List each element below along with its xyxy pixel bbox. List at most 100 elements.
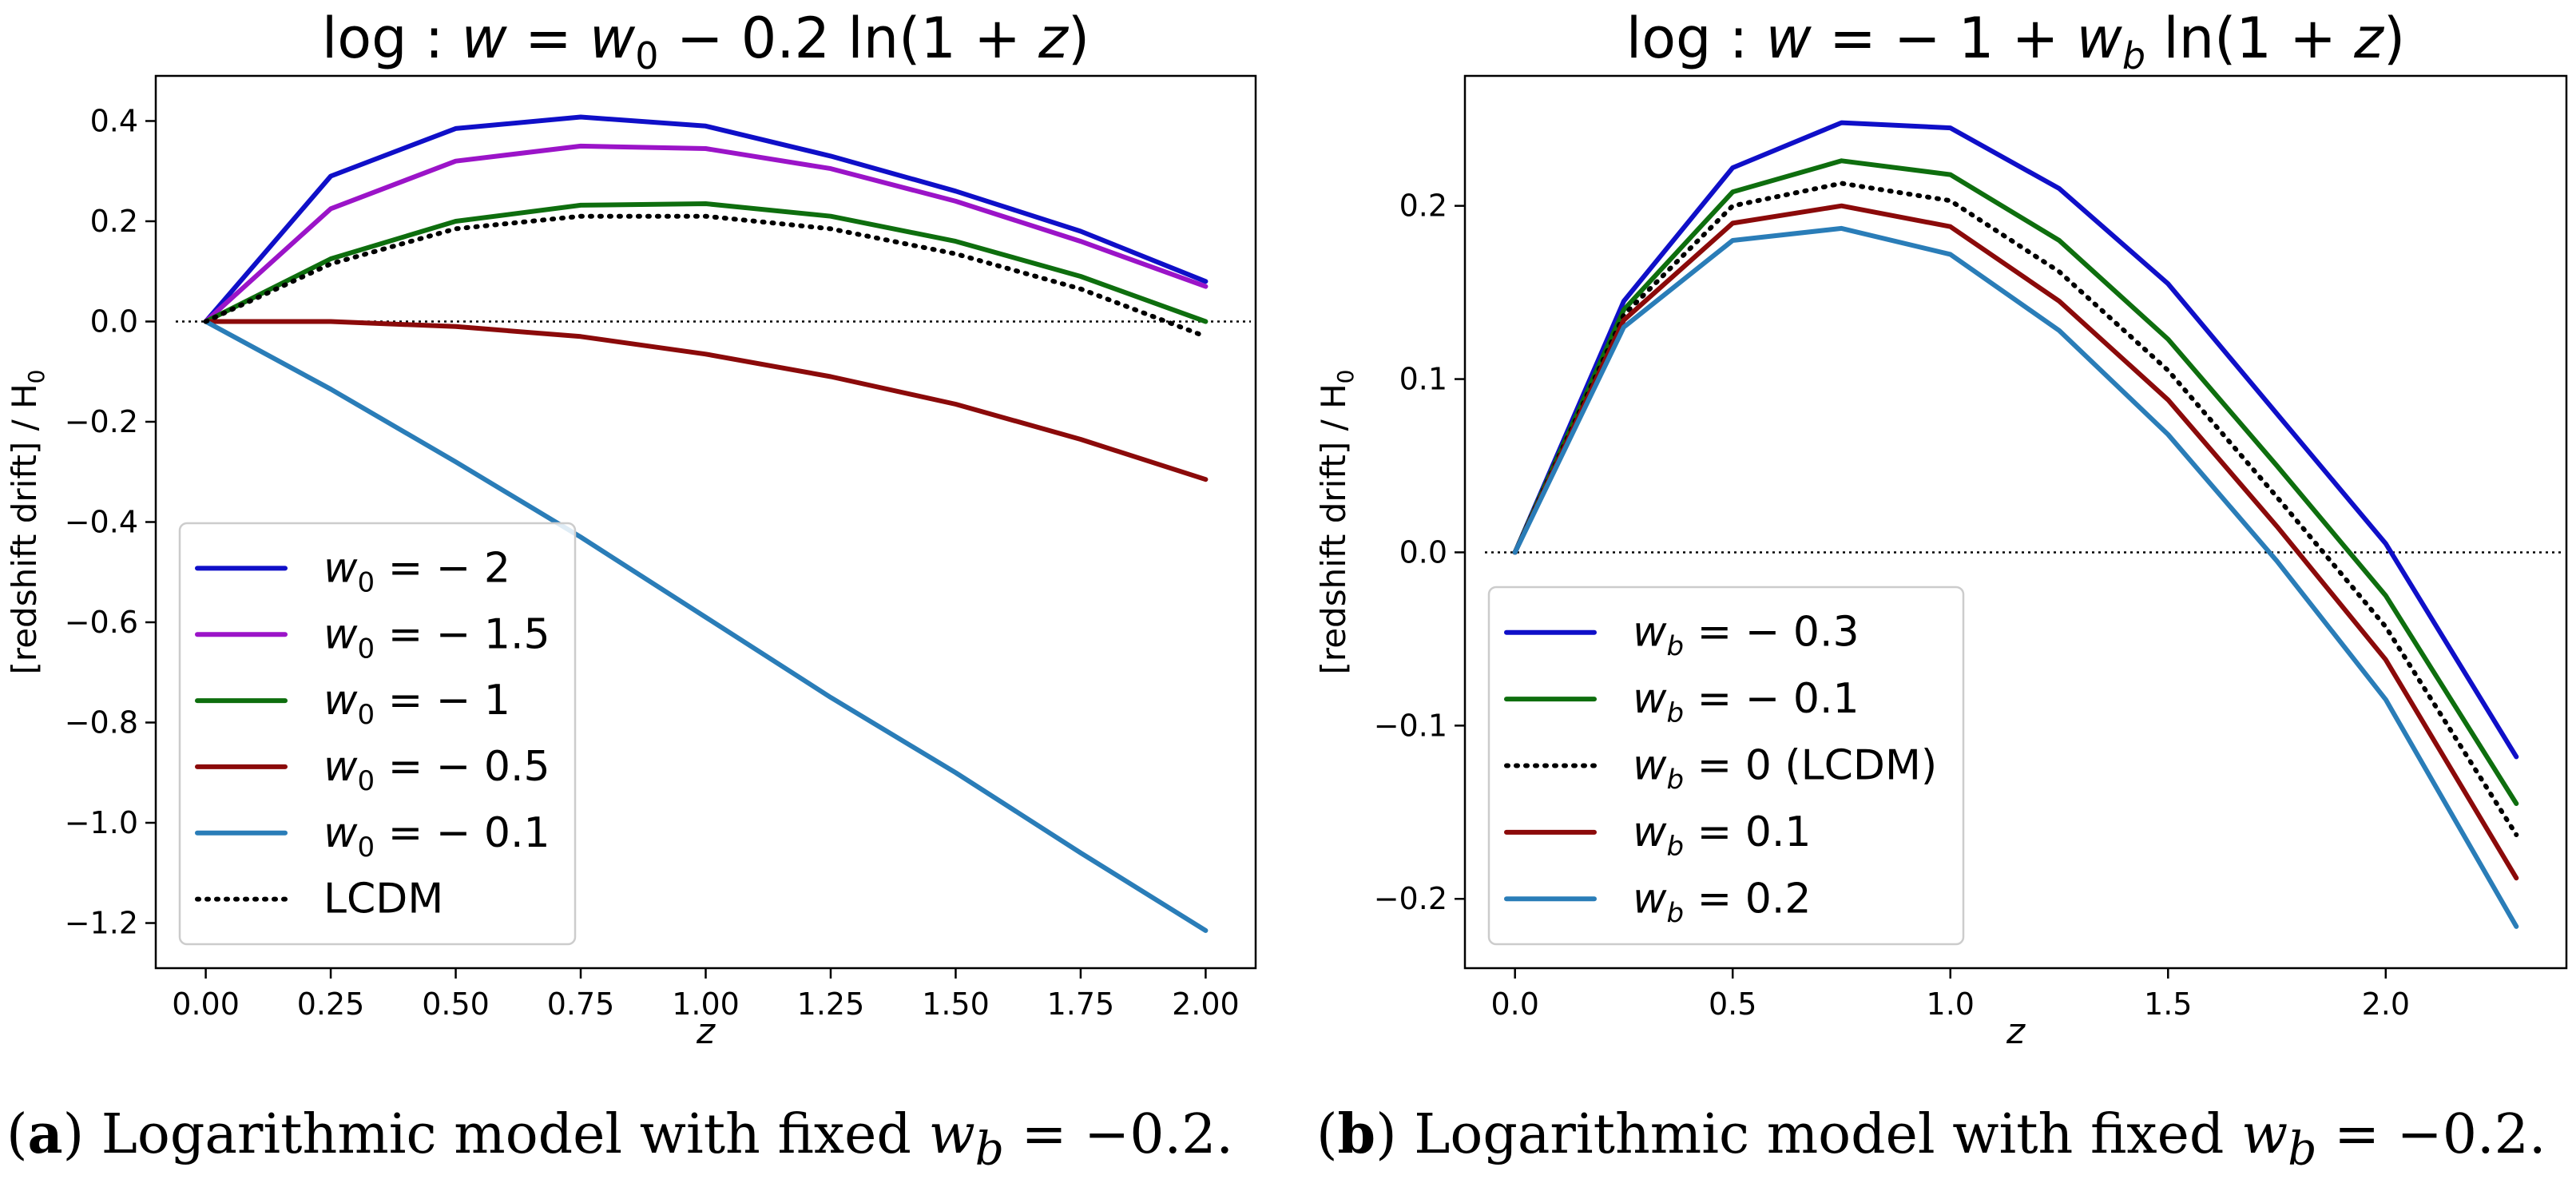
chart-a-xtick-label-0: 0.00 xyxy=(172,987,240,1022)
chart-b-legend-sym-0: w xyxy=(1633,609,1667,657)
chart-a-legend-sub-3: 0 xyxy=(358,765,375,797)
chart-b-ytick-label-1: −0.1 xyxy=(1374,708,1447,743)
chart-b-legend-sym-3: w xyxy=(1633,808,1667,856)
chart-b-legend-sub-2: b xyxy=(1667,764,1685,796)
chart-b-series-2 xyxy=(1512,181,2519,837)
chart-a-legend-sub-0: 0 xyxy=(358,566,375,598)
chart-a-ytick-label-5: −0.2 xyxy=(65,404,138,439)
chart-a-ylabel: [redshift drift] / H0 xyxy=(5,369,50,674)
chart-b-legend-eq-2: = 0 (LCDM) xyxy=(1684,742,1937,790)
caption-a: (a) Logarithmic model with fixed wb = −0… xyxy=(6,1102,1234,1176)
chart-b-legend-frame xyxy=(1487,586,1965,946)
chart-a-series-0 xyxy=(203,114,1209,324)
chart-b-ytick-label-0: −0.2 xyxy=(1374,881,1447,916)
chart-a-legend-sym-0: w xyxy=(323,544,358,592)
chart-a-series-3 xyxy=(203,319,1209,482)
chart-a-legend-eq-1: = − 1.5 xyxy=(375,610,550,658)
chart-b-ylabel-text: [redshift drift] / H xyxy=(1314,383,1353,674)
chart-b-title-z: z xyxy=(2353,6,2385,71)
chart-b-legend: wb = − 0.3wb = − 0.1wb = 0 (LCDM)wb = 0.… xyxy=(1487,586,1965,946)
chart-a-ytick-label-2: −0.8 xyxy=(65,705,138,740)
chart-a-legend-sym-3: w xyxy=(323,743,358,791)
chart-a-legend-sub-1: 0 xyxy=(358,633,375,665)
chart-a-series-1 xyxy=(203,143,1209,324)
chart-a-title-rest: − 0.2 ln(1 + xyxy=(659,6,1039,71)
chart-b-title-sub: b xyxy=(2122,34,2145,77)
chart-a-legend-sub-4: 0 xyxy=(358,832,375,864)
chart-a-title-sub: 0 xyxy=(635,34,658,77)
chart-a-ytick-label-7: 0.2 xyxy=(90,204,138,239)
chart-a-xtick-label-3: 0.75 xyxy=(547,987,615,1022)
chart-a-legend-label-1: w0 = − 1.5 xyxy=(323,610,550,665)
chart-b-legend-eq-3: = 0.1 xyxy=(1684,808,1811,856)
chart-b-axes-frame xyxy=(1463,74,2568,970)
chart-a-xtick-label-7: 1.75 xyxy=(1047,987,1115,1022)
chart-a-title-close: ) xyxy=(1068,6,1090,71)
chart-b-xtick-label-2: 1.0 xyxy=(1927,987,1975,1022)
chart-b-legend-sym-4: w xyxy=(1633,875,1667,923)
chart-b-series-4 xyxy=(1512,225,2519,929)
chart-b-title: log : w = − 1 + wb ln(1 + z) xyxy=(1626,6,2405,77)
chart-b-ytick-label-4: 0.2 xyxy=(1399,189,1447,224)
chart-b-legend-sym-1: w xyxy=(1633,675,1667,723)
chart-a-ytick-label-4: −0.4 xyxy=(65,505,138,540)
chart-a-ylabel-sub: 0 xyxy=(23,369,50,383)
chart-a-legend: w0 = − 2w0 = − 1.5w0 = − 1w0 = − 0.5w0 =… xyxy=(178,522,577,946)
chart-a-xtick-label-8: 2.00 xyxy=(1172,987,1240,1022)
chart-b-legend-sub-1: b xyxy=(1667,697,1685,729)
chart-a-xtick-label-5: 1.25 xyxy=(797,987,865,1022)
chart-b: 0.0 0.5 1.0 1.5 2.0 −0.2 −0.1 0.0 0.1 0.2 z [redshi… xyxy=(1314,6,2568,1052)
chart-b-title-lead: log : xyxy=(1626,6,1766,71)
chart-a-title-z: z xyxy=(1038,6,1070,71)
caption-b: (b) Logarithmic model with fixed wb = −0… xyxy=(1316,1102,2546,1176)
chart-a: 0.00 0.25 0.50 0.75 1.00 1.25 1.50 1.75 2.00−1.2… xyxy=(5,6,1257,1052)
chart-a-legend-eq-0: = − 2 xyxy=(375,544,510,592)
chart-b-legend-label-2: wb = 0 (LCDM) xyxy=(1633,742,1937,796)
chart-b-series-1 xyxy=(1512,158,2519,806)
chart-b-legend-label-0: wb = − 0.3 xyxy=(1633,609,1860,663)
chart-a-xtick-label-4: 1.00 xyxy=(672,987,740,1022)
chart-a-legend-label-3: w0 = − 0.5 xyxy=(323,743,550,797)
chart-a-xtick-label-1: 0.25 xyxy=(297,987,365,1022)
chart-a-legend-frame xyxy=(178,522,577,946)
chart-a-legend-sym-1: w xyxy=(323,610,358,658)
chart-b-legend-sub-4: b xyxy=(1667,897,1685,929)
chart-b-title-wb: w xyxy=(2077,6,2123,71)
chart-a-legend-label-0: w0 = − 2 xyxy=(323,544,510,598)
chart-b-legend-sub-3: b xyxy=(1667,831,1685,863)
chart-a-title-w: w xyxy=(462,6,508,71)
chart-b-xtick-label-1: 0.5 xyxy=(1709,987,1756,1022)
chart-a-legend-sub-2: 0 xyxy=(358,699,375,731)
chart-a-series-5 xyxy=(203,213,1209,339)
chart-a-xtick-label-2: 0.50 xyxy=(422,987,490,1022)
chart-b-xtick-label-4: 2.0 xyxy=(2362,987,2410,1022)
chart-a-title-eq: = xyxy=(507,6,589,71)
chart-b-legend-sub-0: b xyxy=(1667,631,1685,663)
chart-a-title-lead: log : xyxy=(322,6,462,71)
chart-a-legend-eq-3: = − 0.5 xyxy=(375,743,550,791)
chart-a-legend-eq-2: = − 1 xyxy=(375,677,510,725)
chart-a-ytick-label-1: −1.0 xyxy=(65,805,138,840)
chart-b-ytick-label-2: 0.0 xyxy=(1399,534,1447,570)
chart-b-series-0 xyxy=(1512,120,2519,760)
chart-a-legend-sym-4: w xyxy=(323,809,358,857)
chart-b-xtick-label-3: 1.5 xyxy=(2144,987,2192,1022)
chart-a-series-2 xyxy=(203,201,1209,324)
chart-b-legend-eq-1: = − 0.1 xyxy=(1684,675,1859,723)
chart-a-ytick-label-3: −0.6 xyxy=(65,605,138,640)
chart-b-legend-sym-2: w xyxy=(1633,742,1667,790)
chart-b-legend-label-1: wb = − 0.1 xyxy=(1633,675,1860,729)
chart-b-title-eq: = − 1 + xyxy=(1812,6,2077,71)
chart-b-ylabel-sub: 0 xyxy=(1332,369,1359,383)
chart-a-legend-label-2: w0 = − 1 xyxy=(323,677,510,731)
chart-a-title-w0: w xyxy=(589,6,636,71)
chart-a-legend-eq-4: = − 0.1 xyxy=(375,809,550,857)
chart-b-legend-label-4: wb = 0.2 xyxy=(1633,875,1811,929)
chart-a-legend-label-4: w0 = − 0.1 xyxy=(323,809,550,864)
chart-a-title: log : w = w0 − 0.2 ln(1 + z) xyxy=(322,6,1090,77)
chart-a-series-4 xyxy=(203,319,1209,933)
chart-a-legend-label-5: LCDM xyxy=(323,875,443,923)
chart-a-legend-sym-2: w xyxy=(323,677,358,725)
chart-b-legend-eq-0: = − 0.3 xyxy=(1684,609,1859,657)
